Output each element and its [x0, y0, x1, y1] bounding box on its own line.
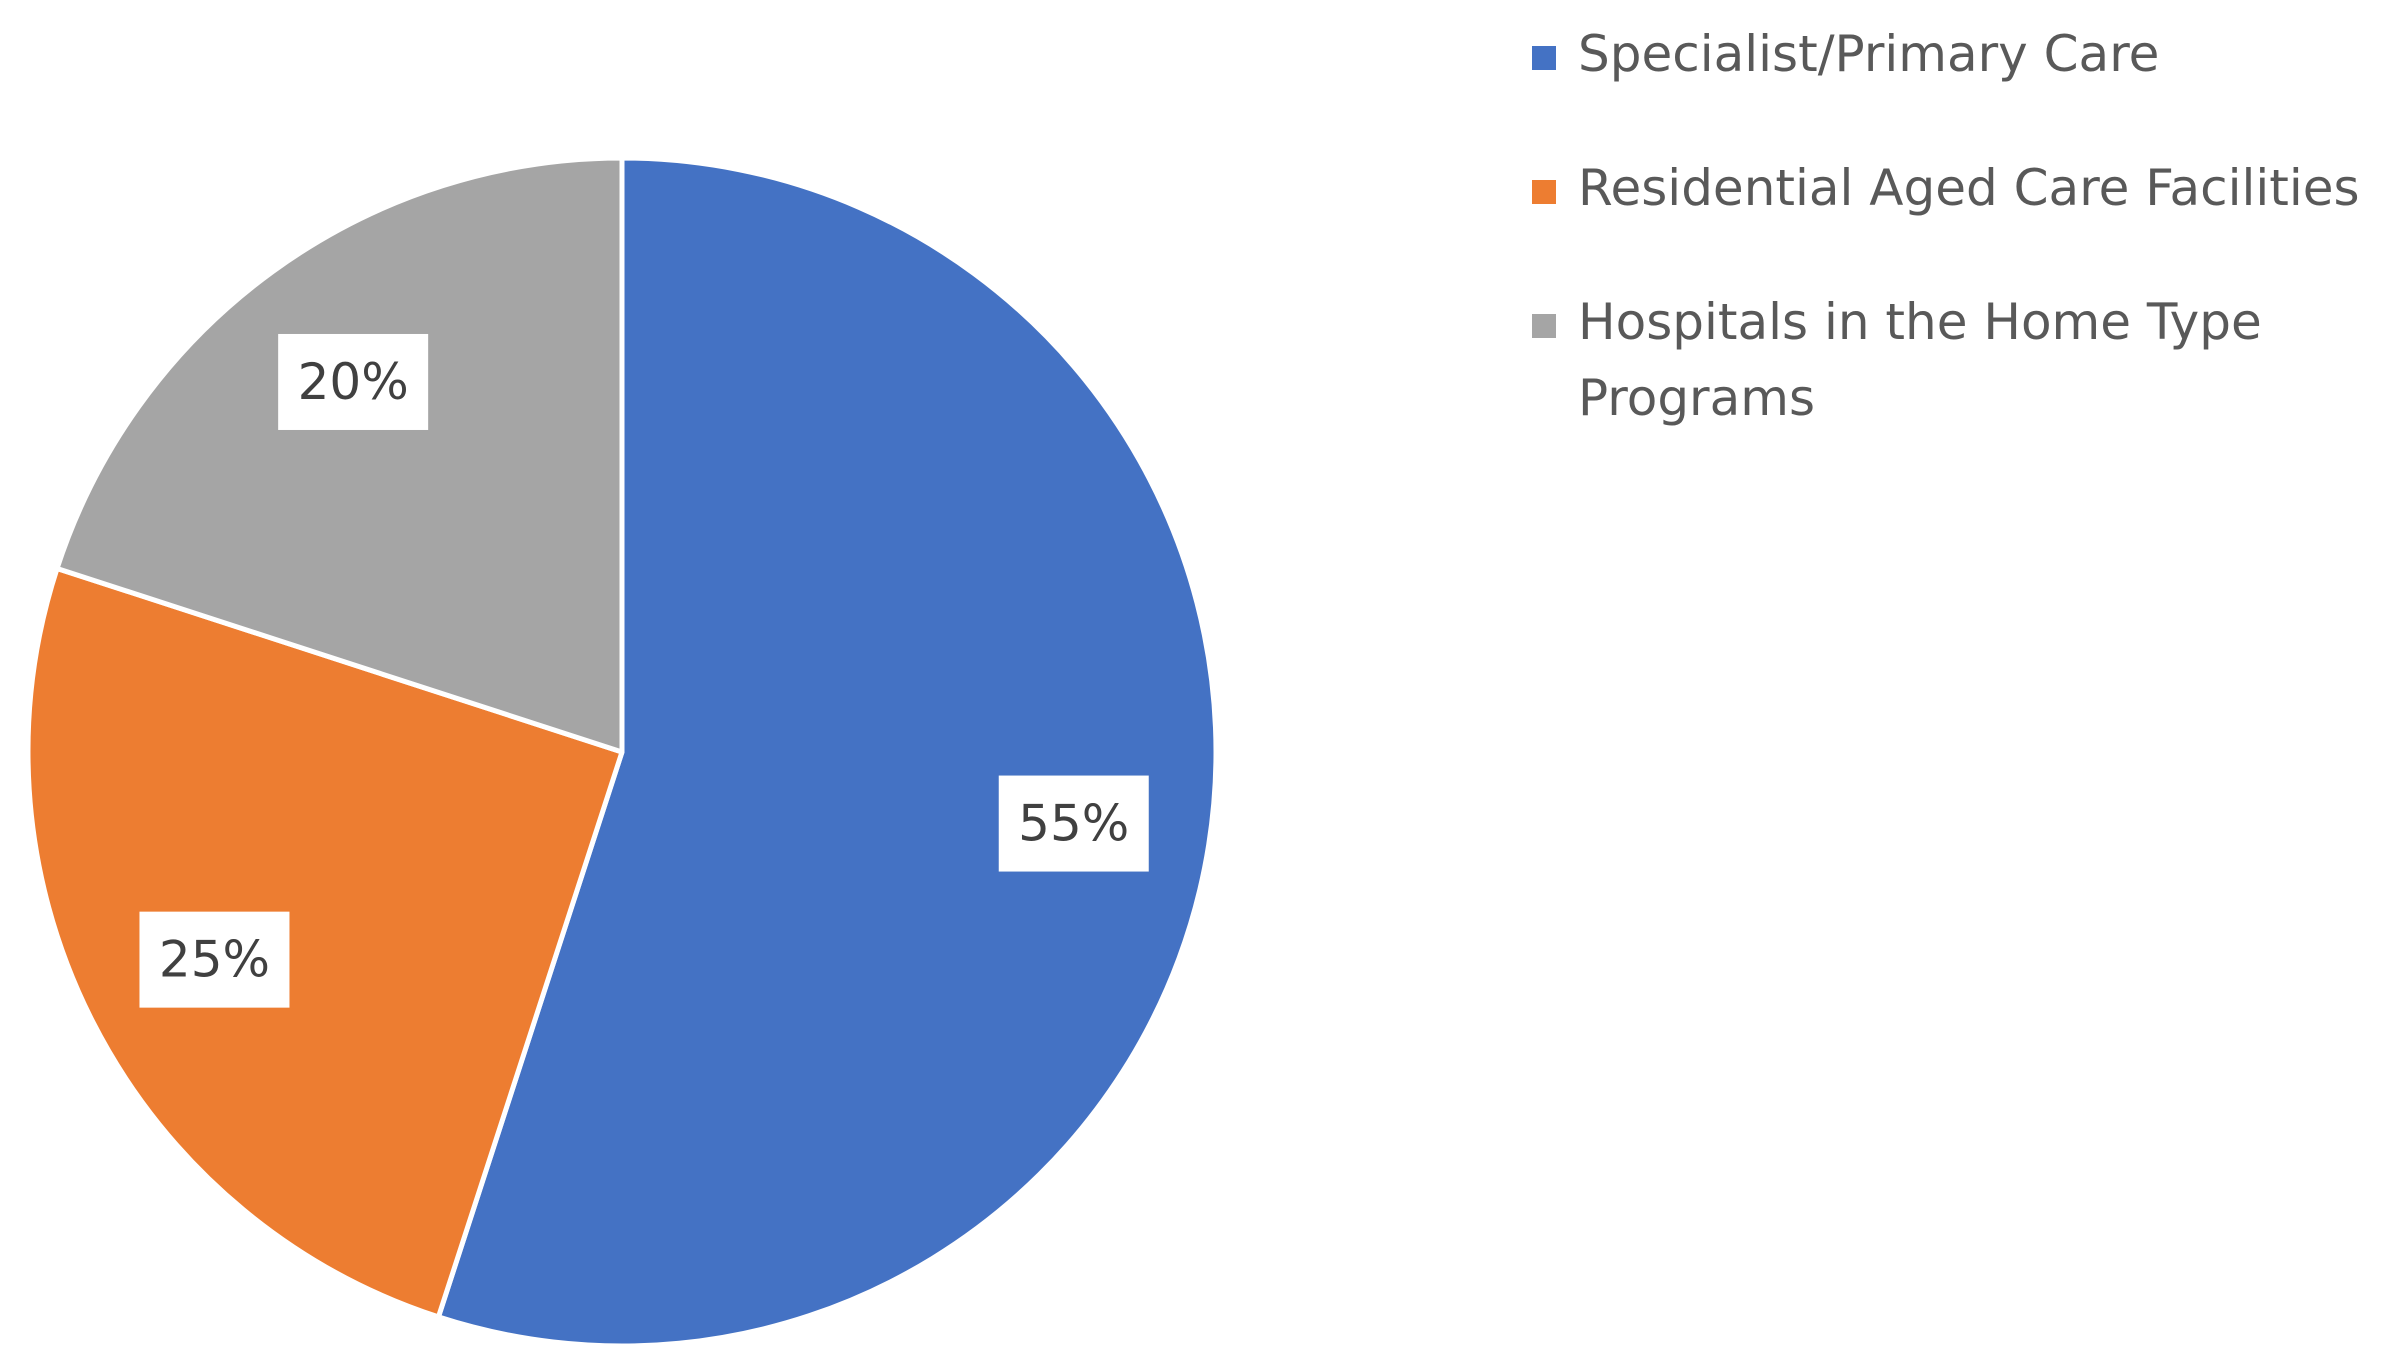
- data-label-text-residential-aged-care-facilities: 25%: [159, 931, 270, 989]
- data-label-residential-aged-care-facilities: 25%: [139, 911, 290, 1008]
- legend-label-specialist-primary-care: Specialist/Primary Care: [1578, 25, 2160, 83]
- legend-label-residential-aged-care: Residential Aged Care Facilities: [1578, 159, 2360, 217]
- data-label-text-hospitals-in-the-home-type-programs: 20%: [298, 353, 409, 411]
- data-label-specialist-primary-care: 55%: [998, 775, 1149, 872]
- legend-item-specialist-primary-care: Specialist/Primary Care: [1532, 16, 2372, 92]
- legend-label-hospitals-in-the-home: Hospitals in the Home Type Programs: [1578, 293, 2262, 427]
- legend-swatch-residential-aged-care: [1532, 180, 1556, 204]
- data-label-text-specialist-primary-care: 55%: [1018, 795, 1129, 853]
- pie-slice-specialist-primary-care: [435, 155, 1219, 1349]
- pie-slice-hospitals-in-the-home-type-programs: [54, 155, 625, 755]
- chart-legend: Specialist/Primary Care Residential Aged…: [1532, 16, 2372, 436]
- data-label-box-specialist-primary-care: [998, 775, 1149, 872]
- pie-data-labels: 55% 25% 20%: [139, 333, 1149, 1008]
- legend-item-hospitals-in-the-home: Hospitals in the Home Type Programs: [1532, 284, 2338, 436]
- pie-slices: [25, 155, 1219, 1349]
- pie-slice-residential-aged-care-facilities: [25, 565, 625, 1320]
- legend-swatch-specialist-primary-care: [1532, 46, 1556, 70]
- data-label-box-residential-aged-care-facilities: [139, 911, 290, 1008]
- data-label-hospitals-in-the-home-type-programs: 20%: [278, 333, 429, 430]
- data-label-box-hospitals-in-the-home-type-programs: [278, 333, 429, 430]
- legend-item-residential-aged-care: Residential Aged Care Facilities: [1532, 150, 2372, 226]
- legend-swatch-hospitals-in-the-home: [1532, 314, 1556, 338]
